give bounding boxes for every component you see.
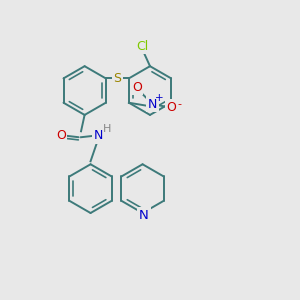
Text: N: N <box>148 98 158 111</box>
Text: O: O <box>167 101 176 114</box>
Text: +: + <box>155 93 164 103</box>
Text: N: N <box>94 129 103 142</box>
Text: H: H <box>103 124 112 134</box>
Text: S: S <box>113 72 121 85</box>
Text: Cl: Cl <box>136 40 149 53</box>
Text: O: O <box>56 129 66 142</box>
Text: -: - <box>177 99 182 109</box>
Text: O: O <box>132 81 142 94</box>
Text: N: N <box>139 209 149 222</box>
